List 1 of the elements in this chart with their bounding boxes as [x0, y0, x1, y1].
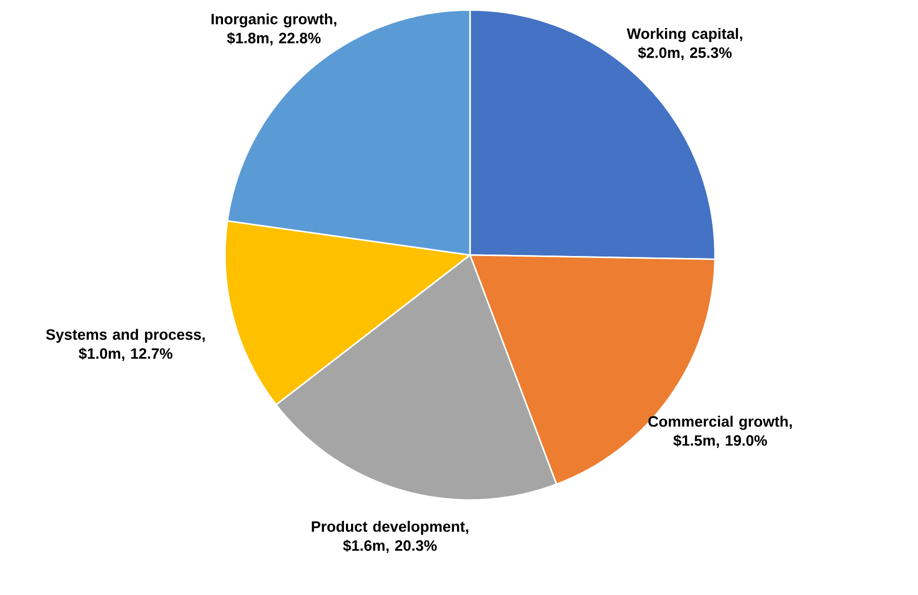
slice-label: Systems and process [46, 328, 201, 343]
